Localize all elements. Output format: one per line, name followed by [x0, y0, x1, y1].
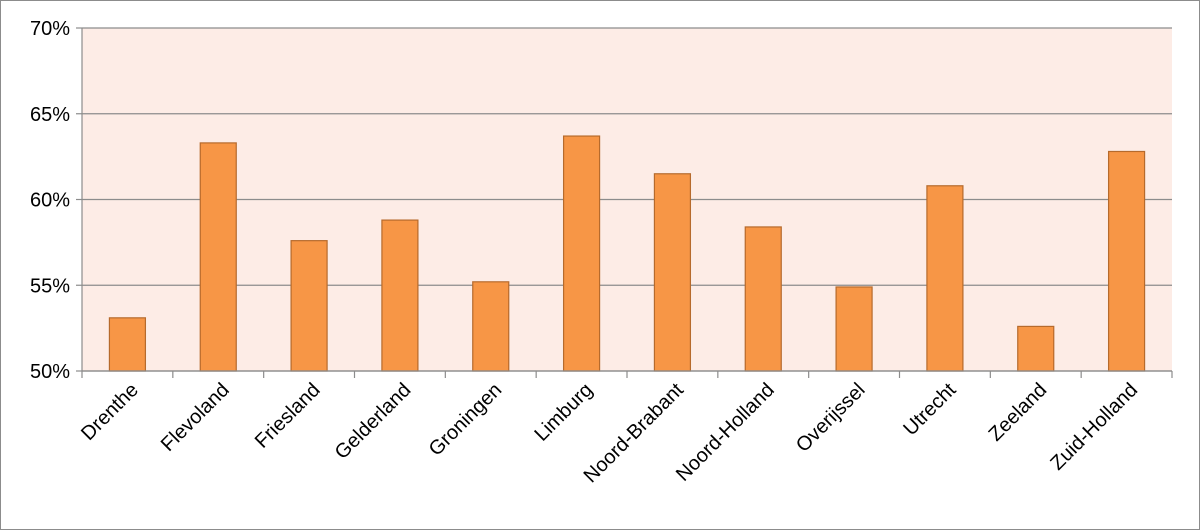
x-axis-labels: Drenthe Flevoland Friesland Gelderland Groni…: [77, 379, 1142, 488]
y-tick-label: 70%: [30, 18, 70, 40]
y-axis-ticks: 50% 55% 60% 65% 70%: [30, 18, 82, 383]
bar-zeeland: [1017, 325, 1055, 372]
x-tick-label: Gelderland: [331, 379, 416, 464]
x-tick-label: Zeeland: [985, 379, 1052, 446]
y-tick-label: 60%: [30, 190, 70, 212]
bar-zuid-holland: [1107, 150, 1146, 372]
x-tick-label: Overijssel: [792, 379, 870, 457]
bar-gelderland: [381, 219, 419, 372]
bar-groningen: [472, 281, 510, 372]
bar-noord-holland: [744, 226, 782, 372]
x-tick-label: Flevoland: [157, 379, 234, 456]
bar-drenthe: [108, 317, 147, 372]
x-tick-label: Friesland: [251, 379, 325, 453]
x-tick-label: Groningen: [425, 379, 507, 461]
y-tick-label: 50%: [30, 361, 70, 383]
x-tick-label: Utrecht: [899, 379, 960, 440]
gridlines: [82, 27, 1172, 372]
x-tick-label: Zuid-Holland: [1046, 379, 1142, 475]
y-tick-label: 55%: [30, 275, 70, 297]
y-tick-label: 65%: [30, 104, 70, 126]
bar-friesland: [290, 240, 328, 372]
bar-noord-brabant: [653, 173, 692, 372]
bars: [108, 135, 1146, 372]
x-tick-label: Noord-Holland: [672, 379, 779, 486]
x-tick-label: Limburg: [530, 379, 597, 446]
x-tick-label: Drenthe: [77, 379, 143, 445]
bar-limburg: [562, 135, 601, 372]
bar-utrecht: [926, 185, 964, 372]
bar-flevoland: [199, 142, 237, 372]
bar-overijssel: [835, 286, 873, 372]
